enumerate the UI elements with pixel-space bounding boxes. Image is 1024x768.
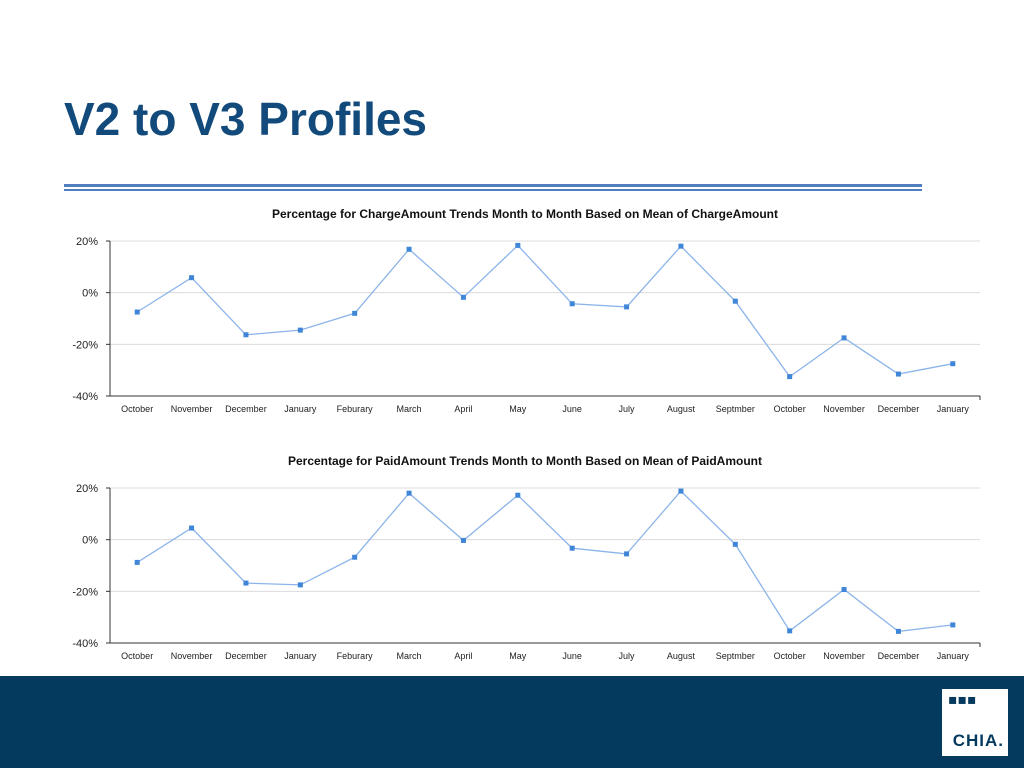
y-tick-label: -20% [72, 586, 98, 598]
data-point [678, 243, 684, 249]
x-tick-label: August [667, 651, 696, 661]
charge-amount-trend-chart: Percentage for ChargeAmount Trends Month… [72, 207, 981, 414]
chia-logo: ▪▪▪ CHIA. [942, 689, 1008, 756]
data-point [950, 361, 956, 367]
x-tick-label: December [878, 651, 920, 661]
x-tick-label: Feburary [337, 651, 374, 661]
data-point [189, 275, 195, 281]
data-point [950, 622, 956, 628]
x-tick-label: June [562, 404, 582, 414]
x-tick-label: January [284, 651, 317, 661]
data-point [841, 587, 847, 593]
x-tick-label: December [878, 404, 920, 414]
y-tick-label: 0% [82, 535, 98, 547]
data-point [243, 332, 249, 338]
y-tick-label: -40% [72, 638, 98, 650]
data-point [134, 309, 140, 315]
series-line [136, 244, 953, 378]
footer-band [0, 676, 1024, 768]
title-divider-bottom [64, 189, 922, 191]
x-tick-label: November [823, 404, 865, 414]
data-point [515, 242, 521, 248]
data-point [406, 246, 412, 252]
x-tick-label: April [454, 404, 472, 414]
x-tick-label: August [667, 404, 696, 414]
data-point [243, 580, 249, 586]
x-tick-label: July [619, 651, 636, 661]
x-tick-label: December [225, 404, 267, 414]
x-tick-label: January [937, 651, 970, 661]
data-point [895, 371, 901, 377]
data-point [569, 545, 575, 551]
data-point [895, 628, 901, 634]
data-point [624, 551, 630, 557]
x-tick-label: March [397, 404, 422, 414]
x-tick-label: Feburary [337, 404, 374, 414]
x-tick-label: November [171, 404, 213, 414]
y-tick-label: 0% [82, 288, 98, 300]
x-tick-label: October [774, 404, 806, 414]
series-line [136, 490, 953, 633]
x-tick-label: November [171, 651, 213, 661]
data-point [460, 294, 466, 300]
slide-title: V2 to V3 Profiles [64, 93, 428, 145]
title-divider-top [64, 184, 922, 187]
logo-text: CHIA. [952, 731, 1004, 750]
x-tick-label: Septmber [716, 651, 755, 661]
x-tick-label: June [562, 651, 582, 661]
x-tick-label: March [397, 651, 422, 661]
data-point [732, 298, 738, 304]
data-point [515, 492, 521, 498]
data-point [352, 310, 358, 316]
x-tick-label: December [225, 651, 267, 661]
x-tick-label: October [121, 404, 153, 414]
x-tick-label: May [509, 651, 527, 661]
chart-title: Percentage for ChargeAmount Trends Month… [272, 207, 778, 221]
paid-amount-trend-chart: Percentage for PaidAmount Trends Month t… [72, 454, 981, 661]
data-point [624, 304, 630, 310]
data-point [787, 628, 793, 634]
data-point [297, 327, 303, 333]
logo-dots-mark: ▪▪▪ [948, 692, 977, 708]
chart-title: Percentage for PaidAmount Trends Month t… [288, 454, 762, 468]
x-tick-label: July [619, 404, 636, 414]
data-point [732, 541, 738, 547]
data-point [297, 582, 303, 588]
data-point [460, 537, 466, 543]
data-point [787, 374, 793, 380]
data-point [569, 301, 575, 307]
y-tick-label: -40% [72, 391, 98, 403]
x-tick-label: April [454, 651, 472, 661]
data-point [841, 335, 847, 341]
x-tick-label: January [284, 404, 317, 414]
x-tick-label: October [774, 651, 806, 661]
y-tick-label: 20% [76, 236, 98, 248]
x-tick-label: Septmber [716, 404, 755, 414]
data-point [134, 559, 140, 565]
x-tick-label: January [937, 404, 970, 414]
data-point [189, 525, 195, 531]
x-tick-label: May [509, 404, 527, 414]
y-tick-label: 20% [76, 483, 98, 495]
data-point [678, 488, 684, 494]
data-point [406, 490, 412, 496]
data-point [352, 554, 358, 560]
y-tick-label: -20% [72, 339, 98, 351]
x-tick-label: November [823, 651, 865, 661]
x-tick-label: October [121, 651, 153, 661]
